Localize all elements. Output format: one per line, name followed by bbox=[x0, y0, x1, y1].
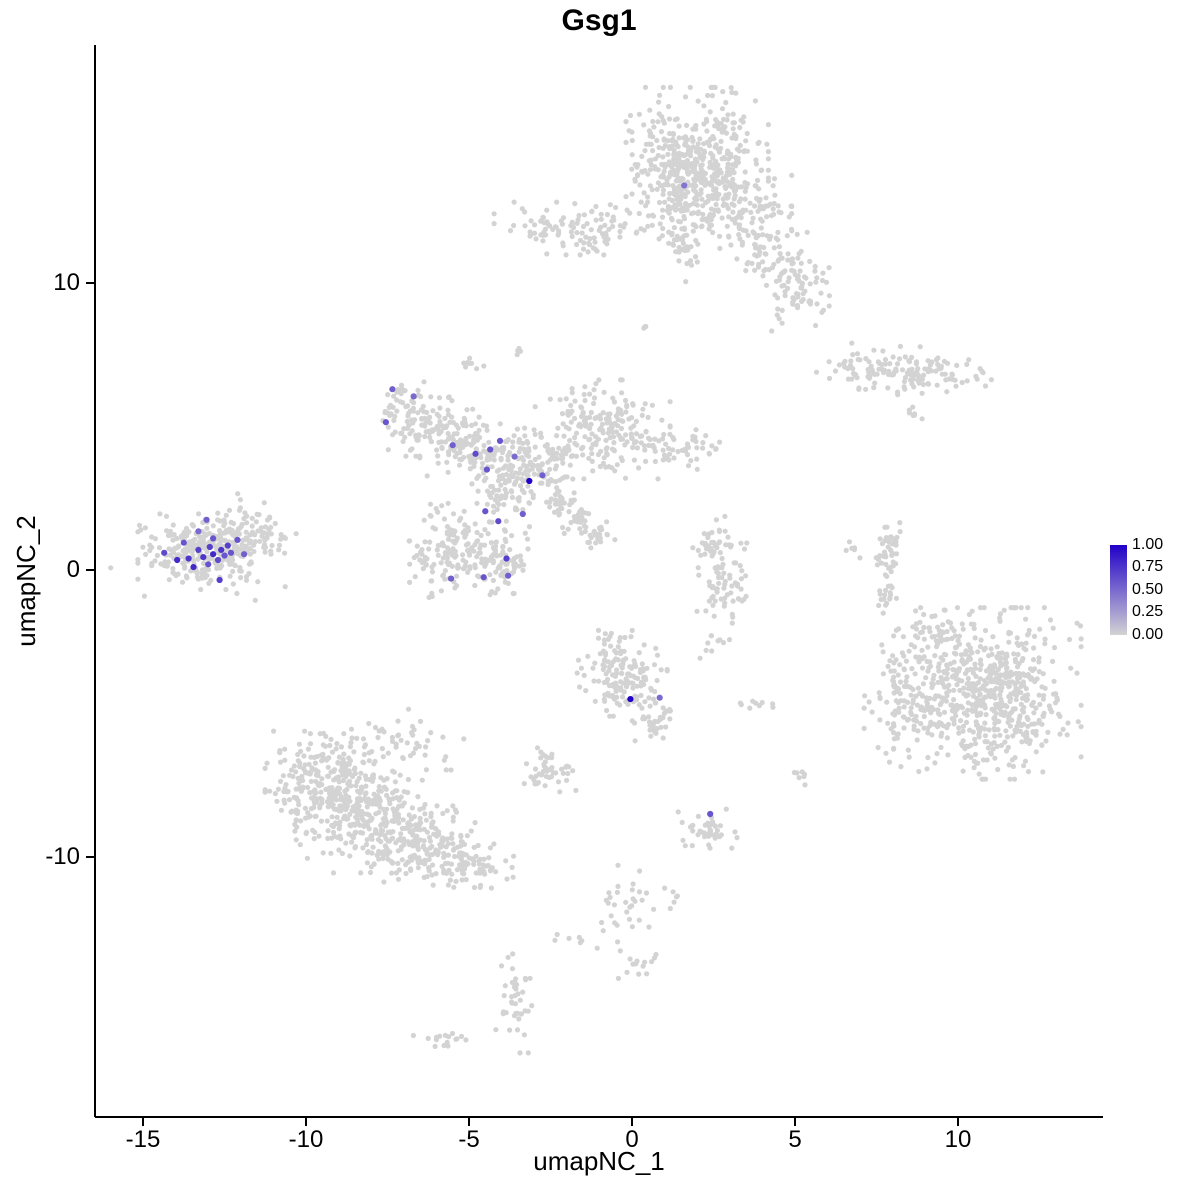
y-tick-label: -10 bbox=[45, 843, 80, 870]
x-tick-label: -10 bbox=[288, 1126, 324, 1153]
legend-label: 0.25 bbox=[1132, 603, 1164, 620]
axis-lines bbox=[86, 45, 1103, 1126]
x-tick-label: 10 bbox=[944, 1126, 972, 1153]
y-tick-label: 0 bbox=[66, 556, 80, 583]
expressing-points bbox=[161, 182, 714, 818]
y-tick-label: 10 bbox=[53, 269, 80, 296]
expression-colorbar bbox=[1110, 545, 1127, 635]
plot-title: Gsg1 bbox=[561, 4, 637, 37]
background-points bbox=[108, 84, 1084, 1056]
x-axis-label: umapNC_1 bbox=[533, 1146, 665, 1176]
legend-label: 0.00 bbox=[1132, 626, 1164, 643]
x-tick-label: 5 bbox=[788, 1126, 802, 1153]
x-tick-label: -5 bbox=[458, 1126, 480, 1153]
x-tick-label: 0 bbox=[625, 1126, 639, 1153]
legend-label: 0.50 bbox=[1132, 581, 1164, 598]
legend-label: 1.00 bbox=[1132, 536, 1164, 553]
legend-label: 0.75 bbox=[1132, 558, 1164, 575]
x-tick-label: -15 bbox=[125, 1126, 161, 1153]
